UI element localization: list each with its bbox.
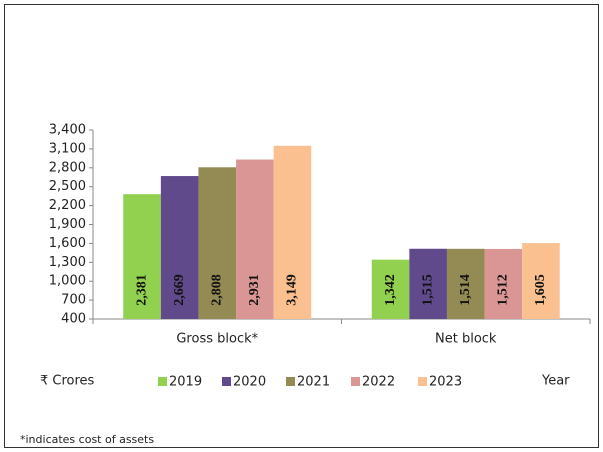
bar	[160, 176, 199, 319]
bar	[446, 248, 485, 319]
value-label: 1,514	[458, 274, 473, 306]
legend-swatch	[351, 377, 360, 386]
x-tick-label: Net block	[435, 332, 497, 347]
y-tick-label: 1,900	[49, 217, 86, 232]
value-label: 1,605	[533, 274, 548, 306]
bar	[123, 194, 161, 319]
value-label: 2,931	[247, 274, 262, 306]
y-tick-label: 1,600	[49, 236, 86, 251]
footnote: *indicates cost of assets	[20, 433, 154, 446]
bar	[198, 167, 237, 319]
bar	[371, 259, 410, 319]
y-tick-label: 700	[61, 293, 86, 308]
y-tick-label: 3,100	[49, 141, 86, 156]
legend-label: 2019	[169, 375, 202, 390]
y-tick-label: 1,300	[49, 255, 86, 270]
bar	[409, 248, 447, 319]
bar	[484, 248, 523, 319]
x-axis-label: Year	[541, 374, 570, 389]
legend-swatch	[222, 377, 231, 386]
y-tick-label: 2,800	[49, 160, 86, 175]
value-label: 3,149	[285, 274, 300, 306]
y-tick-label: 1,000	[49, 274, 86, 289]
legend-label: 2021	[297, 375, 330, 390]
y-tick-label: 3,400	[49, 123, 86, 138]
bar	[236, 159, 274, 319]
bar	[522, 243, 560, 319]
y-tick-label: 400	[61, 312, 86, 327]
y-tick-label: 2,200	[49, 198, 86, 213]
legend-swatch	[286, 377, 295, 386]
value-label: 1,512	[496, 274, 511, 306]
y-unit-label: ₹ Crores	[40, 374, 95, 389]
value-label: 2,669	[172, 274, 187, 306]
legend-swatch	[158, 377, 167, 386]
legend-swatch	[418, 377, 427, 386]
value-label: 2,381	[134, 274, 149, 306]
value-label: 1,515	[420, 274, 435, 306]
legend-label: 2023	[429, 375, 462, 390]
legend-label: 2020	[233, 375, 266, 390]
x-tick-label: Gross block*	[176, 332, 258, 347]
legend-label: 2022	[362, 375, 395, 390]
bar	[273, 145, 312, 319]
y-tick-label: 2,500	[49, 179, 86, 194]
value-label: 1,342	[383, 274, 398, 306]
value-label: 2,808	[209, 274, 224, 306]
